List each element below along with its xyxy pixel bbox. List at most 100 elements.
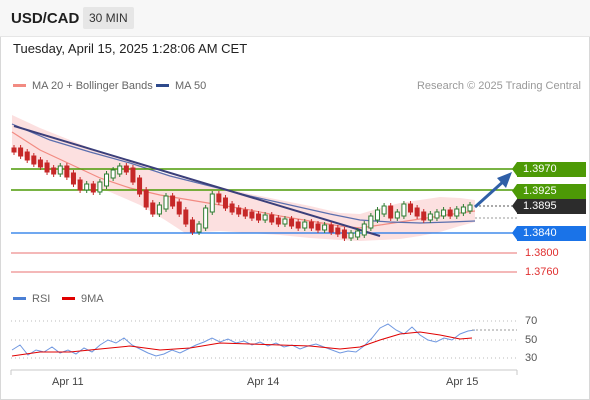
candle-body (408, 203, 414, 213)
candle-body (209, 193, 215, 213)
level-label-1.3760: 1.3760 (525, 266, 559, 278)
candle-body (222, 197, 228, 209)
candle-body (275, 217, 281, 225)
x-axis-apr-14: Apr 14 (247, 376, 280, 388)
candle-body (282, 218, 288, 225)
candle-body (335, 227, 341, 235)
candle-body (242, 209, 248, 217)
legend-ma20-label: MA 20 + Bollinger Bands (32, 80, 153, 92)
candle-body (236, 207, 242, 215)
candle-body (302, 221, 308, 229)
legend-rsi: RSI (13, 293, 50, 305)
candle-body (368, 215, 374, 229)
x-axis-apr-11: Apr 11 (52, 376, 84, 388)
candle-body (57, 165, 63, 175)
candle-body (163, 195, 169, 210)
candle-body (31, 155, 37, 165)
candle-body (341, 229, 347, 239)
candle-body (447, 209, 453, 217)
candle-body (70, 172, 76, 185)
candle-body (348, 232, 354, 239)
candle-body (176, 201, 182, 215)
candle-body (388, 205, 394, 219)
candle-body (441, 209, 447, 217)
timeframe-badge[interactable]: 30 MIN (83, 7, 134, 29)
candle-body (454, 208, 460, 217)
level-label-1.3840: 1.3840 (512, 226, 586, 241)
level-label-1.3970: 1.3970 (512, 162, 586, 177)
candle-body (308, 221, 314, 229)
candle-body (123, 165, 129, 173)
candle-body (110, 169, 116, 179)
rsi-9ma-swatch-icon (62, 296, 75, 300)
legend-ma50: MA 50 (156, 80, 206, 92)
candle-body (421, 211, 427, 221)
candle-body (189, 219, 195, 233)
candle-body (374, 209, 380, 221)
chart-header: USD/CAD 30 MIN (0, 0, 590, 37)
rsi-axis-70: 70 (525, 315, 538, 327)
candle-body (183, 209, 189, 225)
credit-text: Research © 2025 Trading Central (416, 80, 581, 92)
candle-body (427, 213, 433, 221)
projection-arrow-icon (473, 172, 512, 209)
legend-rsi-9ma: 9MA (62, 293, 104, 305)
legend-9ma-label: 9MA (81, 293, 104, 305)
candle-body (24, 151, 30, 161)
legend-ma20-bb: MA 20 + Bollinger Bands (13, 80, 153, 92)
symbol-title: USD/CAD (11, 10, 80, 27)
candle-body (117, 165, 123, 175)
candle-body (143, 189, 149, 208)
candle-body (460, 206, 466, 214)
candle-body (77, 179, 83, 191)
candle-body (64, 165, 70, 178)
ma50-swatch-icon (156, 83, 169, 87)
datetime-label: Tuesday, April 15, 2025 1:28:06 AM CET (13, 41, 248, 56)
x-axis-apr-15: Apr 15 (446, 376, 479, 388)
candle-body (414, 207, 420, 217)
ma20-swatch-icon (13, 83, 26, 87)
level-label-1.3800: 1.3800 (525, 247, 559, 259)
ma50-line (11, 123, 476, 224)
candle-body (394, 211, 400, 219)
candle-body (97, 181, 103, 193)
candle-body (203, 207, 209, 229)
trend-line (13, 125, 381, 237)
candle-body (295, 221, 301, 229)
candle-body (11, 147, 17, 153)
candle-body (170, 195, 176, 207)
rsi-swatch-icon (13, 296, 26, 300)
candle-body (361, 223, 367, 236)
candle-body (104, 173, 110, 187)
candle-body (315, 223, 321, 231)
candle-body (156, 204, 162, 215)
candle-body (51, 167, 57, 175)
candle-body (434, 211, 440, 219)
rsi-axis-30: 30 (525, 352, 538, 364)
candle-body (467, 204, 473, 212)
level-label-1.3925: 1.3925 (512, 184, 586, 199)
candle-body (90, 183, 96, 193)
candle-body (37, 159, 43, 168)
candle-body (355, 230, 361, 238)
candle-body (137, 177, 143, 195)
candle-body (262, 214, 268, 221)
candle-body (401, 203, 407, 217)
candle-body (84, 183, 90, 191)
candle-body (130, 167, 136, 183)
candlesticks (11, 145, 473, 241)
candle-body (18, 147, 24, 157)
legend-rsi-label: RSI (32, 293, 51, 305)
candle-body (381, 205, 387, 215)
candle-body (269, 214, 275, 223)
candle-body (229, 203, 235, 213)
candle-body (196, 223, 202, 233)
candle-body (150, 202, 156, 215)
rsi-9ma-line (11, 331, 473, 357)
candle-body (44, 162, 50, 173)
candle-body (322, 224, 328, 231)
candle-body (216, 193, 222, 203)
legend-ma50-label: MA 50 (175, 80, 207, 92)
ma20-line (11, 131, 476, 229)
